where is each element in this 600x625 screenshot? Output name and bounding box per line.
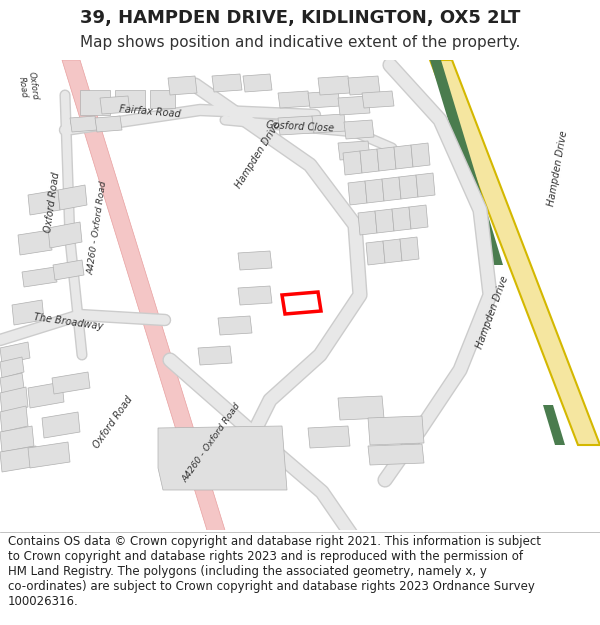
Polygon shape <box>48 222 82 248</box>
Polygon shape <box>430 60 503 265</box>
Polygon shape <box>212 74 242 92</box>
Polygon shape <box>344 120 374 139</box>
Polygon shape <box>100 96 130 114</box>
Text: Gosford Close: Gosford Close <box>266 120 334 134</box>
Polygon shape <box>28 382 64 408</box>
Polygon shape <box>362 91 394 108</box>
Polygon shape <box>365 179 384 203</box>
Polygon shape <box>338 396 384 420</box>
Polygon shape <box>218 316 252 335</box>
Polygon shape <box>0 426 34 452</box>
Polygon shape <box>58 185 87 210</box>
Polygon shape <box>400 237 419 261</box>
Polygon shape <box>243 74 272 92</box>
Polygon shape <box>238 251 272 270</box>
Polygon shape <box>338 141 370 160</box>
Text: Contains OS data © Crown copyright and database right 2021. This information is : Contains OS data © Crown copyright and d… <box>8 535 541 608</box>
Text: Map shows position and indicative extent of the property.: Map shows position and indicative extent… <box>80 34 520 49</box>
Polygon shape <box>338 96 370 115</box>
Polygon shape <box>411 143 430 167</box>
Text: 39, HAMPDEN DRIVE, KIDLINGTON, OX5 2LT: 39, HAMPDEN DRIVE, KIDLINGTON, OX5 2LT <box>80 9 520 27</box>
Polygon shape <box>377 147 396 171</box>
Polygon shape <box>28 442 70 468</box>
Polygon shape <box>278 116 314 135</box>
Polygon shape <box>238 286 272 305</box>
Text: Hampden Drive: Hampden Drive <box>547 129 569 207</box>
Polygon shape <box>18 230 52 255</box>
Text: Hampden Drive: Hampden Drive <box>233 120 283 190</box>
Polygon shape <box>343 151 362 175</box>
Polygon shape <box>198 346 232 365</box>
Polygon shape <box>53 260 84 280</box>
Polygon shape <box>383 239 402 263</box>
Polygon shape <box>0 373 24 394</box>
Polygon shape <box>95 116 122 132</box>
Polygon shape <box>409 205 428 229</box>
Text: Fairfax Road: Fairfax Road <box>119 104 181 119</box>
Polygon shape <box>543 405 565 445</box>
Text: Hampden Drive: Hampden Drive <box>474 274 510 350</box>
Polygon shape <box>358 211 377 235</box>
Polygon shape <box>0 357 24 378</box>
Polygon shape <box>62 60 228 540</box>
Polygon shape <box>0 387 28 413</box>
Polygon shape <box>150 90 175 108</box>
Polygon shape <box>42 412 80 438</box>
Polygon shape <box>348 76 380 95</box>
Polygon shape <box>278 91 310 108</box>
Polygon shape <box>399 175 418 199</box>
Polygon shape <box>392 207 411 231</box>
Polygon shape <box>308 91 340 108</box>
Polygon shape <box>168 76 197 95</box>
Polygon shape <box>416 173 435 197</box>
Text: A4260 - Oxford Road: A4260 - Oxford Road <box>87 181 109 276</box>
Polygon shape <box>375 209 394 233</box>
Polygon shape <box>115 90 145 110</box>
Polygon shape <box>28 190 60 215</box>
Polygon shape <box>348 181 367 205</box>
Text: Oxford Road: Oxford Road <box>43 171 61 233</box>
Polygon shape <box>368 416 424 445</box>
Polygon shape <box>366 241 385 265</box>
Polygon shape <box>308 426 350 448</box>
Text: Oxford Road: Oxford Road <box>91 394 134 450</box>
Polygon shape <box>22 267 57 287</box>
Polygon shape <box>158 426 287 490</box>
Polygon shape <box>0 406 28 432</box>
Polygon shape <box>318 76 350 95</box>
Polygon shape <box>12 300 44 325</box>
Polygon shape <box>382 177 401 201</box>
Polygon shape <box>80 90 110 115</box>
Polygon shape <box>360 149 379 173</box>
Polygon shape <box>430 60 600 445</box>
Polygon shape <box>70 116 97 132</box>
Polygon shape <box>394 145 413 169</box>
Text: Oxford
Road: Oxford Road <box>16 71 40 102</box>
Text: The Broadway: The Broadway <box>32 312 103 332</box>
Polygon shape <box>312 114 346 133</box>
Polygon shape <box>52 372 90 394</box>
Text: A4260 - Oxford Road: A4260 - Oxford Road <box>181 402 243 484</box>
Polygon shape <box>0 342 30 364</box>
Polygon shape <box>0 446 38 472</box>
Polygon shape <box>368 444 424 465</box>
